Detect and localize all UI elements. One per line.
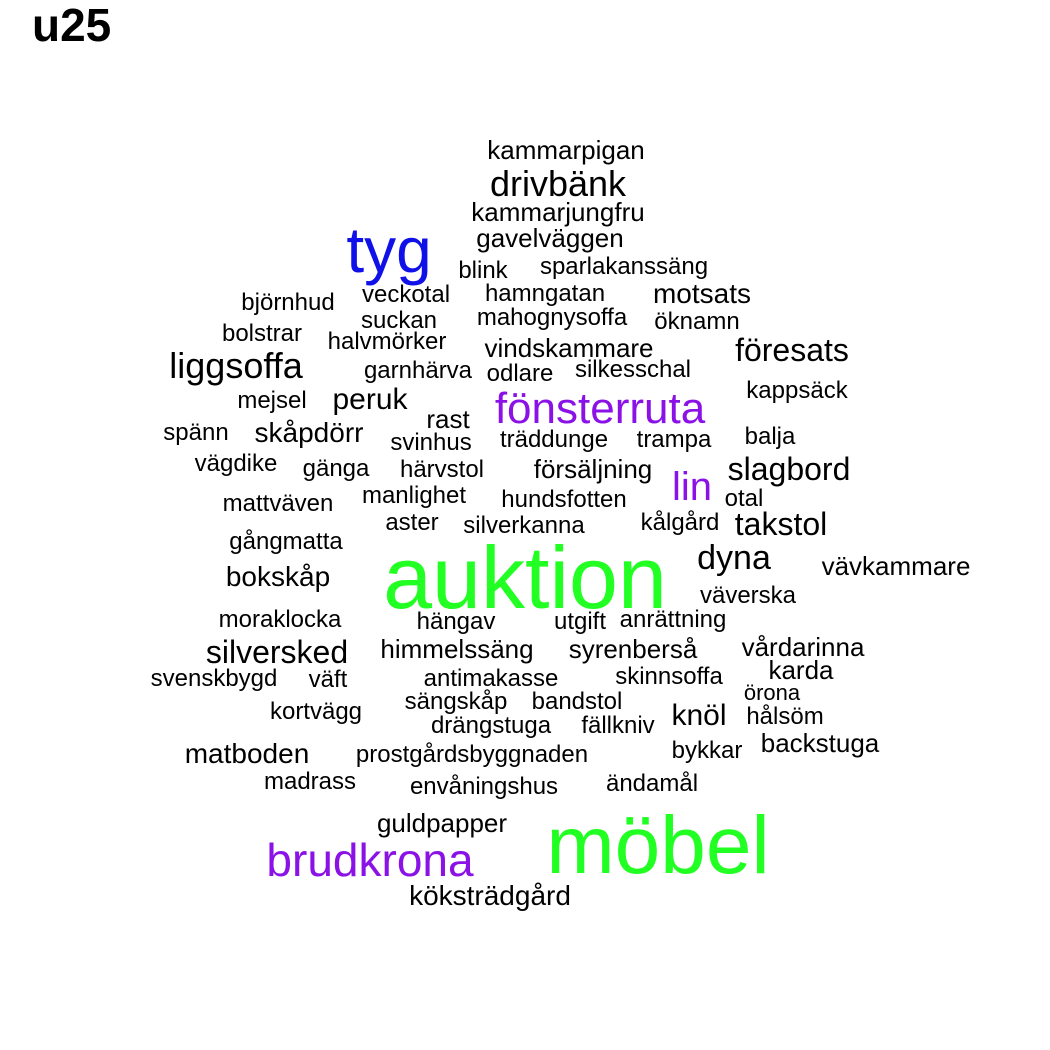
word-garnharva: garnhärva <box>363 357 473 384</box>
word-svinhus: svinhus <box>390 429 472 456</box>
word-veckotal: veckotal <box>361 281 451 308</box>
word-slagbord: slagbord <box>727 451 851 487</box>
word-skapdorr: skåpdörr <box>254 417 364 448</box>
word-peruk: peruk <box>332 383 408 416</box>
word-andamal: ändamål <box>605 770 699 797</box>
word-mejsel: mejsel <box>237 387 307 414</box>
word-rast: rast <box>426 404 470 434</box>
word-takstol: takstol <box>734 506 828 542</box>
word-gavelvaggen: gavelväggen <box>476 223 624 253</box>
word-kokstradgard: köksträdgård <box>409 880 571 911</box>
word-spann: spänn <box>163 419 229 446</box>
word-envaningshus: envåningshus <box>409 773 559 800</box>
word-auktion: auktion <box>383 528 667 627</box>
word-hundsfotten: hundsfotten <box>501 486 627 513</box>
word-hamngatan: hamngatan <box>484 280 606 307</box>
word-kammarpigan: kammarpigan <box>487 135 645 165</box>
word-drangstuga: drängstuga <box>430 712 552 739</box>
word-harvstol: härvstol <box>399 456 485 483</box>
word-karda: karda <box>768 655 834 685</box>
word-silversked: silversked <box>205 634 349 670</box>
word-suckan: suckan <box>360 307 438 334</box>
word-halsom: hålsöm <box>746 703 824 730</box>
word-himmelssang: himmelssäng <box>380 634 534 664</box>
page-title: u25 <box>32 0 112 51</box>
word-bandstol: bandstol <box>531 688 623 715</box>
word-blink: blink <box>458 257 508 284</box>
word-fallkniv: fällkniv <box>581 712 655 739</box>
word-silkesschal: silkesschal <box>574 356 692 383</box>
word-vindskammare: vindskammare <box>484 333 654 363</box>
word-bjornhud: björnhud <box>241 289 335 316</box>
word-bokskap: bokskåp <box>225 561 331 592</box>
word-motsats: motsats <box>652 278 752 309</box>
word-oknamn: öknamn <box>654 308 740 335</box>
word-kalgard: kålgård <box>640 509 720 536</box>
word-sangskap: sängskåp <box>404 688 508 715</box>
word-orona: örona <box>743 680 801 705</box>
word-matboden: matboden <box>184 738 310 769</box>
word-manlighet: manlighet <box>361 482 467 509</box>
word-kappsack: kappsäck <box>746 377 848 404</box>
word-moraklocka: moraklocka <box>218 606 342 633</box>
word-odlare: odlare <box>486 360 554 387</box>
word-hangav: hängav <box>416 608 496 635</box>
word-otal: otal <box>724 485 764 512</box>
word-vaft: väft <box>308 666 348 693</box>
word-tyg: tyg <box>346 214 432 286</box>
word-kortvagg: kortvägg <box>269 698 363 725</box>
word-mattvaven: mattväven <box>222 490 334 517</box>
word-ganga: gänga <box>302 455 370 482</box>
word-vaverska: väverska <box>699 582 797 609</box>
word-traddunge: träddunge <box>499 426 609 453</box>
word-balja: balja <box>744 423 796 450</box>
word-backstuga: backstuga <box>760 728 880 758</box>
word-mobel: möbel <box>546 800 770 891</box>
word-vavkammare: vävkammare <box>821 551 971 581</box>
word-guldpapper: guldpapper <box>376 808 508 838</box>
word-vagdike: vägdike <box>194 450 278 477</box>
word-mahognysoffa: mahognysoffa <box>476 304 628 331</box>
word-prostgardsbyggnaden: prostgårdsbyggnaden <box>355 741 589 768</box>
word-anrattning: anrättning <box>619 606 727 633</box>
word-forsaljning: försäljning <box>533 454 653 484</box>
word-sparlakanssang: sparlakanssäng <box>539 253 709 280</box>
word-svenskbygd: svenskbygd <box>150 665 278 692</box>
word-halvmorker: halvmörker <box>327 328 447 355</box>
word-aster: aster <box>385 509 439 536</box>
word-antimakasse: antimakasse <box>423 665 559 692</box>
word-fonsterruta: fönsterruta <box>494 384 706 433</box>
word-drivbank: drivbänk <box>489 163 627 204</box>
word-liggsoffa: liggsoffa <box>169 345 303 386</box>
word-trampa: trampa <box>636 426 712 453</box>
word-knol: knöl <box>671 699 727 732</box>
word-gangmatta: gångmatta <box>229 528 343 555</box>
word-silverkanna: silverkanna <box>463 512 585 539</box>
word-bolstrar: bolstrar <box>221 320 303 347</box>
word-skinnsoffa: skinnsoffa <box>615 663 723 690</box>
word-bykkar: bykkar <box>671 737 743 764</box>
word-brudkrona: brudkrona <box>266 834 474 886</box>
word-lin: lin <box>671 465 713 509</box>
word-madrass: madrass <box>263 768 357 795</box>
word-foresats: föresats <box>735 332 849 368</box>
word-utgift: utgift <box>553 608 607 635</box>
word-dyna: dyna <box>697 539 771 577</box>
word-vardarinna: vårdarinna <box>741 632 865 662</box>
word-syrenbersa: syrenberså <box>568 634 698 664</box>
word-kammarjungfru: kammarjungfru <box>471 197 645 227</box>
